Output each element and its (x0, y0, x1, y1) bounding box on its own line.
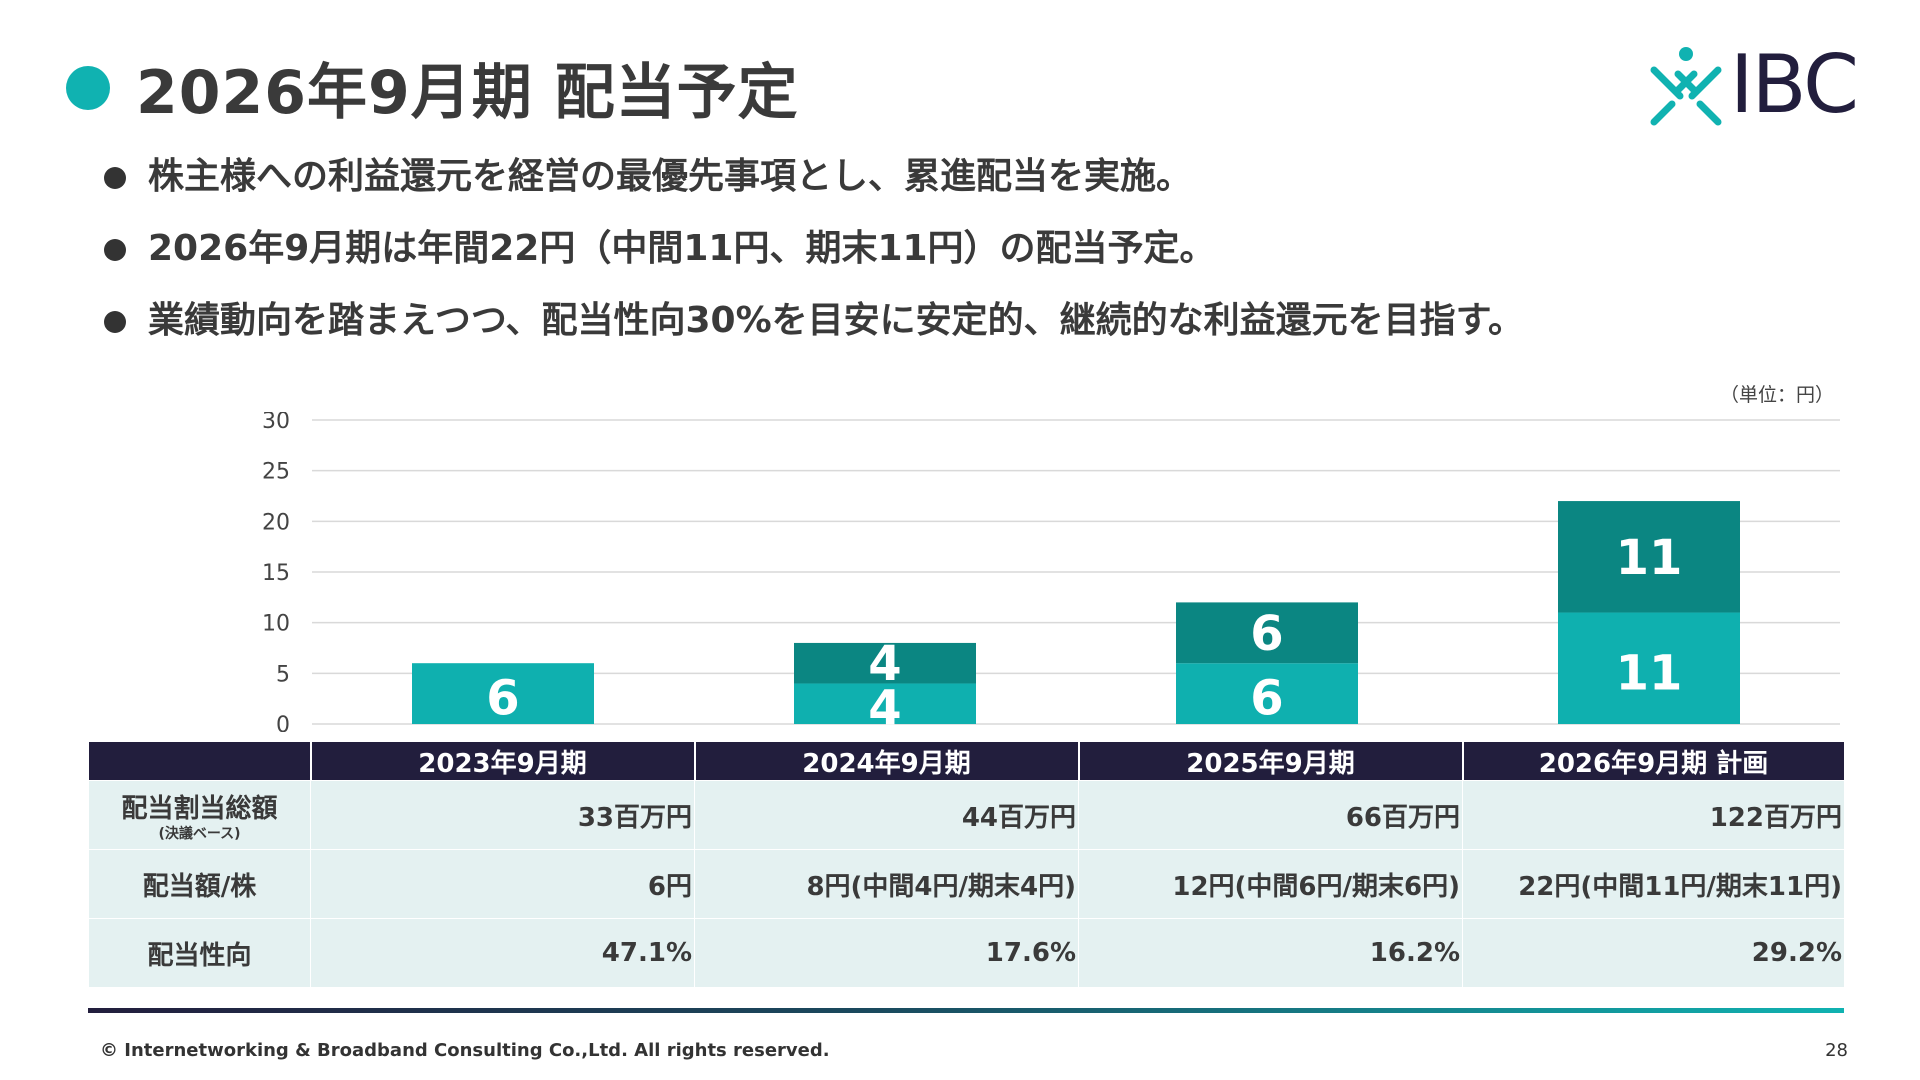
bullet-dot-icon (104, 311, 126, 333)
table-cell: 16.2% (1078, 918, 1463, 988)
y-tick-label: 5 (276, 662, 290, 687)
row-label-subtext: (決議ベース) (158, 825, 241, 842)
ibc-logo: IBC (1644, 40, 1884, 130)
bullet-dot-icon (104, 239, 126, 261)
bar-value-label: 6 (1250, 671, 1283, 727)
table-header-fy2025: 2025年9月期 (1078, 742, 1464, 781)
table-header-fy2023: 2023年9月期 (310, 742, 696, 781)
ibc-logo-text: IBC (1730, 38, 1859, 131)
bar-segment (412, 663, 594, 724)
y-tick-label: 15 (262, 561, 290, 586)
row-label-total-dividend: 配当割当総額 (決議ベース) (88, 780, 311, 850)
footer-divider (88, 1008, 1844, 1013)
bullet-text: 2026年9月期は年間22円（中間11円、期末11円）の配当予定。 (148, 228, 1216, 269)
table-cell: 47.1% (310, 918, 695, 988)
bullet-list: 株主様への利益還元を経営の最優先事項とし、累進配当を実施。 2026年9月期は年… (100, 148, 1524, 364)
title-bullet-dot (66, 66, 110, 110)
ibc-logo-mark-icon (1650, 47, 1722, 126)
row-label-text: 配当割当総額 (121, 793, 278, 824)
table-cell: 29.2% (1462, 918, 1845, 988)
bar-segment (794, 683, 976, 724)
y-tick-label: 30 (262, 412, 290, 434)
y-tick-label: 0 (276, 713, 290, 732)
page-number: 28 (1825, 1040, 1848, 1061)
dividend-table: 2023年9月期 2024年9月期 2025年9月期 2026年9月期 計画 配… (88, 742, 1846, 988)
page-title: 2026年9月期 配当予定 (136, 58, 799, 128)
row-label-dividend-per-share: 配当額/株 (88, 849, 311, 919)
table-row: 配当性向 47.1% 17.6% 16.2% 29.2% (88, 918, 1845, 988)
y-tick-label: 10 (262, 612, 290, 637)
bullet-item: 業績動向を踏まえつつ、配当性向30%を目安に安定的、継続的な利益還元を目指す。 (100, 292, 1524, 364)
bar-value-label: 4 (868, 636, 901, 692)
bullet-dot-icon (104, 167, 126, 189)
table-row: 配当額/株 6円 8円(中間4円/期末4円) 12円(中間6円/期末6円) 22… (88, 849, 1845, 919)
copyright-text: © Internetworking & Broadband Consulting… (100, 1040, 830, 1061)
table-cell: 44百万円 (694, 780, 1079, 850)
unit-label: （単位：円） (1719, 384, 1834, 406)
bar-value-label: 4 (868, 681, 901, 732)
table-cell: 22円(中間11円/期末11円) (1462, 849, 1845, 919)
bar-value-label: 6 (1250, 606, 1283, 662)
bar-segment (1176, 663, 1358, 724)
table-cell: 17.6% (694, 918, 1079, 988)
bar-value-label: 11 (1616, 530, 1683, 586)
bar-segment (1558, 501, 1740, 613)
table-header-empty (88, 742, 312, 781)
bullet-text: 業績動向を踏まえつつ、配当性向30%を目安に安定的、継続的な利益還元を目指す。 (148, 300, 1525, 341)
bar-value-label: 11 (1616, 645, 1683, 701)
table-header-fy2026-plan: 2026年9月期 計画 (1462, 742, 1846, 781)
dividend-bar-chart: 0 5 10 15 20 25 30 6 44 6 6 11 11 (262, 412, 1840, 732)
table-cell: 8円(中間4円/期末4円) (694, 849, 1079, 919)
table-cell: 122百万円 (1462, 780, 1845, 850)
table-cell: 6円 (310, 849, 695, 919)
y-tick-label: 25 (262, 460, 290, 485)
bullet-item: 株主様への利益還元を経営の最優先事項とし、累進配当を実施。 (100, 148, 1524, 220)
table-cell: 33百万円 (310, 780, 695, 850)
table-cell: 12円(中間6円/期末6円) (1078, 849, 1463, 919)
table-row: 配当割当総額 (決議ベース) 33百万円 44百万円 66百万円 122百万円 (88, 780, 1845, 850)
table-header-fy2024: 2024年9月期 (694, 742, 1080, 781)
row-label-payout-ratio: 配当性向 (88, 918, 311, 988)
bar-segment (1558, 612, 1740, 724)
bullet-text: 株主様への利益還元を経営の最優先事項とし、累進配当を実施。 (148, 156, 1193, 197)
y-tick-label: 20 (262, 510, 290, 535)
bullet-item: 2026年9月期は年間22円（中間11円、期末11円）の配当予定。 (100, 220, 1524, 292)
bar-segment (1176, 602, 1358, 664)
table-header-row: 2023年9月期 2024年9月期 2025年9月期 2026年9月期 計画 (88, 742, 1846, 781)
bar-value-label: 6 (486, 671, 519, 727)
table-cell: 66百万円 (1078, 780, 1463, 850)
bar-segment (794, 642, 976, 684)
